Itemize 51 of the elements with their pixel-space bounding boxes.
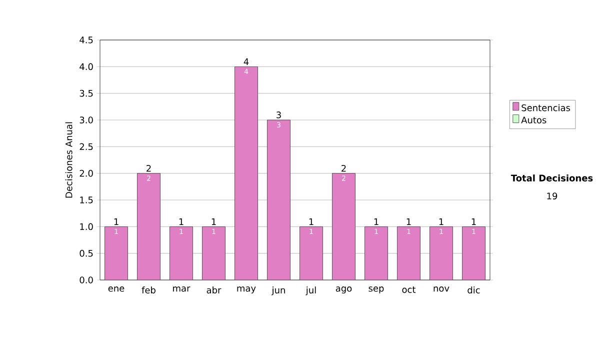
x-tick-label: dic xyxy=(468,286,480,294)
x-tick-label: nov xyxy=(434,286,450,292)
bar xyxy=(234,66,258,280)
total-label: 1 xyxy=(439,218,444,225)
x-tick-label: jun xyxy=(272,286,285,296)
x-tick-label: jul xyxy=(306,286,316,296)
bar xyxy=(397,226,420,280)
total-label: 1 xyxy=(406,218,411,225)
y-tick-label: 2.0 xyxy=(80,170,93,177)
y-tick-label: 0.0 xyxy=(80,276,93,284)
text: 19 xyxy=(547,192,558,200)
bar xyxy=(104,226,128,280)
bar xyxy=(137,173,160,280)
x-tick-label: abr xyxy=(206,286,222,294)
bar xyxy=(267,120,290,280)
bar xyxy=(462,226,486,280)
y-tick-label: 3.5 xyxy=(80,90,93,97)
x-tick-label: may xyxy=(237,286,256,294)
y-tick-label: 0.5 xyxy=(80,250,93,257)
y-tick-label: 4.0 xyxy=(80,63,93,70)
text: Total Decisiones xyxy=(510,174,593,182)
x-tick-label: ene xyxy=(108,286,124,292)
x-tick-label: feb xyxy=(142,286,156,294)
total-label: 1 xyxy=(472,218,476,225)
legend-label: Sentencias xyxy=(522,104,570,112)
total-label: 1 xyxy=(179,218,184,225)
y-tick-label: 2.5 xyxy=(80,143,93,150)
bar xyxy=(170,226,193,280)
y-tick-label: 4.5 xyxy=(80,36,93,44)
bar xyxy=(300,226,323,280)
total-label: 4 xyxy=(244,58,249,65)
bar xyxy=(332,173,356,280)
total-label: 2 xyxy=(342,164,346,172)
bar xyxy=(202,226,226,280)
y-tick-label: 1.5 xyxy=(80,196,93,204)
y-axis-title: Decisiones Anual xyxy=(65,122,72,198)
legend-label: Autos xyxy=(521,116,546,124)
total-label: 1 xyxy=(212,218,216,225)
x-tick-label: oct xyxy=(402,286,416,293)
total-label: 1 xyxy=(374,218,378,225)
x-tick-label: ago xyxy=(336,286,352,294)
total-label: 1 xyxy=(114,218,118,225)
total-label: 1 xyxy=(309,218,314,225)
bar xyxy=(430,226,453,280)
total-label: 3 xyxy=(276,111,281,118)
x-tick-label: mar xyxy=(173,286,190,292)
total-label: 2 xyxy=(146,164,151,172)
bar xyxy=(364,226,388,280)
y-tick-label: 3.0 xyxy=(80,116,93,124)
x-tick-label: sep xyxy=(368,286,384,294)
y-tick-label: 1.0 xyxy=(80,223,93,230)
